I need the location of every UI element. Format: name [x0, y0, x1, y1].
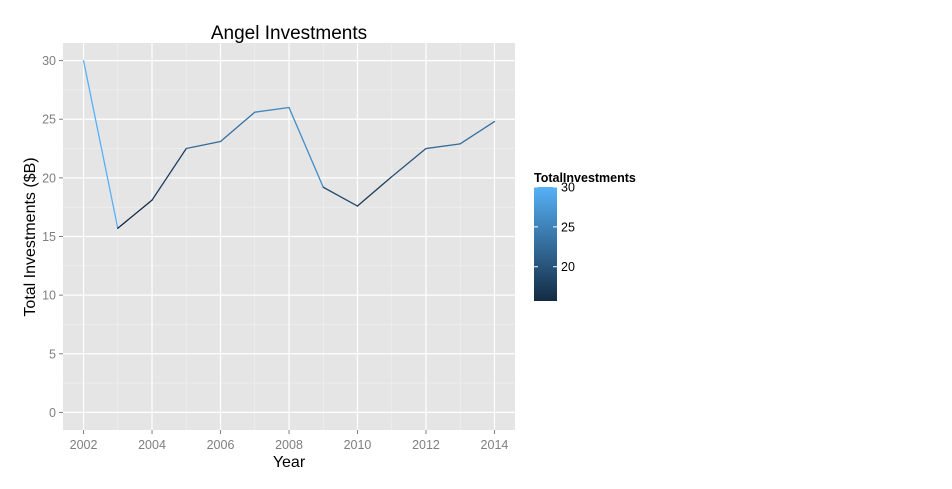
line-segment: [356, 176, 393, 207]
line-segment: [219, 111, 256, 143]
line-segment: [254, 106, 290, 113]
x-tick-label: 2014: [481, 438, 509, 452]
legend-label: 30: [561, 181, 575, 195]
y-tick-label: 20: [42, 171, 56, 185]
line-segment: [82, 59, 119, 229]
y-tick-label: 25: [42, 113, 56, 127]
y-tick-label: 15: [42, 230, 56, 244]
legend-ticks: 20 25 30: [534, 181, 575, 274]
y-tick-label: 30: [42, 54, 56, 68]
y-axis-title: Total Investments ($B): [22, 157, 39, 316]
legend-label: 20: [561, 260, 575, 274]
series-line: [82, 59, 496, 229]
line-segment: [288, 106, 324, 188]
x-axis: 2002 2004 2006 2008 2010 2012 2014: [70, 430, 509, 452]
major-grid: [63, 43, 515, 430]
line-segment: [151, 147, 187, 201]
x-tick-label: 2012: [412, 438, 440, 452]
line-segment: [117, 199, 153, 229]
legend-label: 25: [561, 220, 575, 234]
x-tick-label: 2006: [207, 438, 235, 452]
y-tick-label: 0: [49, 406, 56, 420]
x-tick-label: 2008: [275, 438, 303, 452]
y-axis: 0 5 10 15 20 25 30: [42, 54, 63, 420]
y-tick-label: 10: [42, 289, 56, 303]
x-axis-title: Year: [273, 454, 306, 471]
legend-title: TotalInvestments: [534, 171, 636, 185]
y-tick-label: 5: [49, 347, 56, 361]
line-segment: [459, 120, 496, 145]
line-segment: [322, 186, 359, 207]
x-tick-label: 2004: [138, 438, 166, 452]
legend-colorbar: [534, 187, 557, 301]
line-segment: [391, 147, 427, 178]
legend: TotalInvestments 20 25 30: [534, 171, 636, 301]
chart-title: Angel Investments: [211, 23, 367, 44]
x-tick-label: 2002: [70, 438, 98, 452]
x-tick-label: 2010: [344, 438, 372, 452]
line-segment: [185, 140, 222, 150]
line-segment: [425, 143, 461, 150]
